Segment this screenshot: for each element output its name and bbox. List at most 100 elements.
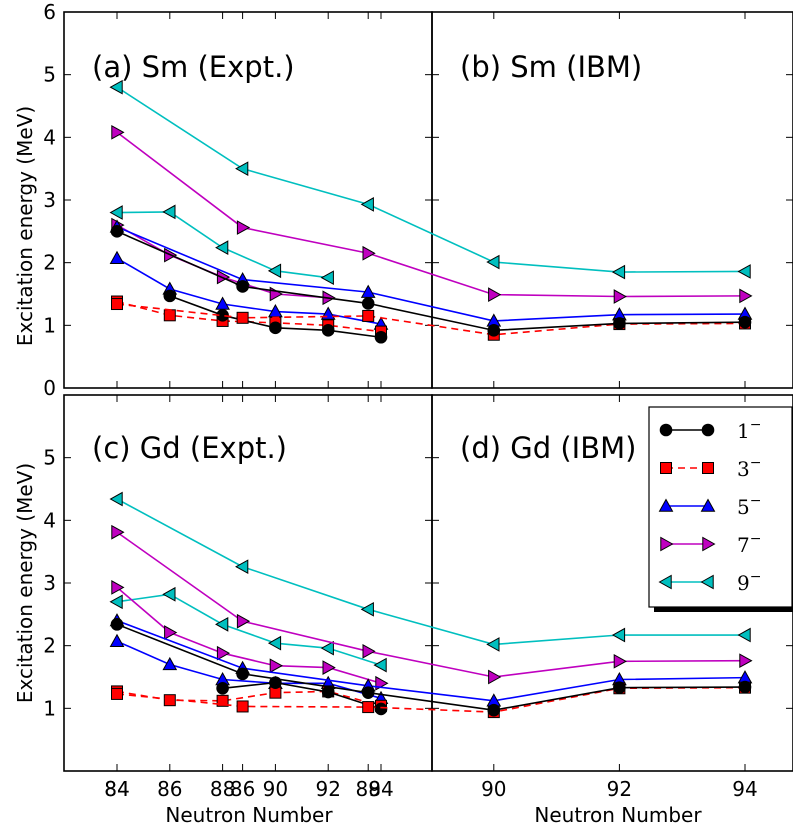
data-point	[235, 161, 249, 177]
data-point	[215, 617, 229, 632]
series-3minus	[111, 298, 751, 341]
series-9minus	[109, 491, 751, 652]
data-point	[488, 287, 502, 302]
x-tick-label: 88	[355, 777, 380, 801]
data-point	[488, 669, 502, 685]
data-point	[110, 618, 124, 631]
series-9minus	[109, 204, 334, 286]
data-point	[267, 635, 282, 651]
legend-label-superscript: −	[750, 531, 762, 547]
x-tick-label: 94	[732, 777, 757, 801]
data-point	[164, 625, 178, 640]
data-point	[236, 613, 251, 629]
data-point	[162, 204, 176, 220]
data-point	[321, 324, 335, 337]
y-tick-label: 5	[43, 446, 56, 470]
x-tick-label: 88	[210, 777, 235, 801]
series-7minus	[111, 524, 753, 685]
series-line	[116, 623, 746, 712]
y-tick-label: 3	[43, 188, 56, 212]
series-1minus	[163, 289, 388, 344]
series-line	[116, 131, 746, 298]
data-point	[360, 197, 374, 212]
data-point	[613, 681, 626, 694]
data-point	[162, 586, 176, 602]
data-point	[236, 667, 249, 681]
data-point	[269, 321, 282, 335]
series-7minus	[111, 217, 336, 306]
data-point	[269, 658, 283, 674]
data-point	[374, 330, 388, 344]
y-tick-label: 3	[43, 571, 56, 595]
data-point	[109, 491, 123, 507]
y-tick-label: 6	[43, 0, 56, 24]
y-tick-label: 2	[43, 634, 56, 658]
data-point	[163, 309, 176, 322]
data-point	[111, 124, 125, 140]
series-line	[116, 226, 746, 322]
data-point	[738, 680, 752, 694]
x-tick-label: 86	[230, 777, 255, 801]
panel-d: 84 86 88 90 92 94(d) Gd (IBM)	[104, 394, 793, 801]
panel-title: (d) Gd (IBM)	[460, 431, 636, 465]
data-point	[361, 297, 375, 310]
series-line	[116, 586, 382, 685]
data-point	[163, 694, 176, 707]
legend-entry: 5−	[658, 493, 761, 519]
data-point	[362, 643, 376, 659]
data-point	[320, 640, 334, 656]
legend-marker	[658, 498, 674, 512]
data-point	[215, 240, 229, 255]
panel-title: (b) Sm (IBM)	[460, 50, 642, 84]
data-point	[111, 580, 125, 595]
series-1minus	[110, 225, 752, 337]
y-tick-label: 2	[43, 251, 56, 275]
series-7minus	[111, 580, 389, 691]
data-point	[611, 627, 626, 643]
data-point	[109, 250, 125, 264]
series-line	[116, 531, 746, 678]
legend-marker	[660, 462, 672, 474]
y-tick-label: 1	[43, 696, 56, 720]
data-point	[737, 627, 751, 643]
series-9minus	[109, 586, 387, 673]
data-point	[236, 220, 251, 235]
series-line	[116, 686, 746, 713]
data-point	[216, 269, 231, 285]
data-point	[737, 264, 751, 279]
data-point	[611, 264, 626, 280]
data-point	[322, 660, 336, 675]
legend: 1−3−5−7−9−	[648, 406, 793, 612]
legend-label: 7−	[737, 531, 761, 557]
x-axis-label-right: Neutron Number	[534, 803, 702, 827]
data-point	[162, 656, 178, 671]
data-point	[111, 524, 125, 540]
y-tick-label: 4	[43, 508, 56, 532]
data-point	[487, 703, 501, 717]
series-5minus	[109, 219, 753, 327]
legend-label-superscript: −	[750, 455, 762, 471]
data-point	[373, 657, 387, 673]
data-point	[738, 315, 752, 329]
series-1minus	[110, 618, 752, 717]
legend-marker	[700, 574, 714, 590]
legend-marker	[659, 423, 673, 437]
series-line	[116, 690, 382, 707]
data-point	[236, 700, 249, 713]
data-point	[362, 701, 375, 714]
legend-marker	[660, 536, 674, 552]
data-point	[486, 637, 500, 652]
data-point	[236, 280, 249, 293]
data-point	[374, 702, 388, 716]
data-point	[613, 653, 627, 669]
x-tick-label: 90	[263, 777, 288, 801]
data-point	[235, 559, 249, 575]
x-tick-label: 92	[315, 777, 340, 801]
panel-title: (c) Gd (Expt.)	[92, 431, 287, 465]
y-tick-label: 0	[43, 376, 56, 400]
x-tick-label: 86	[157, 777, 182, 801]
data-point	[216, 681, 229, 695]
legend-entry: 3−	[660, 455, 762, 481]
